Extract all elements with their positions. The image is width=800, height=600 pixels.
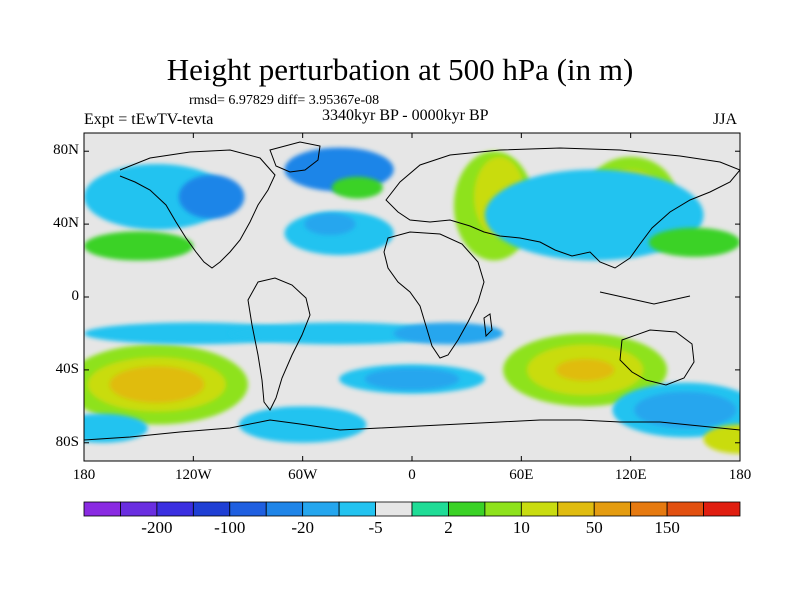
field-region-12: [555, 358, 615, 381]
colorbar-swatch-16: [666, 501, 704, 517]
lat-tick-label: 80N: [53, 142, 79, 159]
period-label: 3340kyr BP - 0000kyr BP: [322, 107, 489, 124]
colorbar-swatch-2: [156, 501, 194, 517]
colorbar-swatch-9: [411, 501, 449, 517]
colorbar-swatch-0: [83, 501, 121, 517]
lon-tick-label: 120E: [614, 467, 647, 483]
map-title: Height perturbation at 500 hPa (in m): [166, 52, 634, 87]
lat-tick-label: 0: [71, 288, 80, 304]
experiment-label: Expt = tEwTV-tevta: [84, 111, 214, 128]
colorbar-swatch-17: [703, 501, 741, 517]
field-region-22: [178, 174, 245, 219]
colorbar-tick-label: -5: [368, 518, 383, 537]
colorbar-swatch-3: [192, 501, 231, 517]
indonesia-outline: [599, 291, 691, 305]
lon-tick-label: 120W: [174, 467, 212, 483]
africa-outline: [383, 231, 485, 359]
lat-tick-label: 80S: [55, 433, 79, 450]
colorbar-swatch-1: [120, 501, 158, 517]
field-region-20: [484, 169, 704, 261]
field-region-9: [84, 413, 148, 443]
lat-tick-label: 40N: [53, 215, 79, 232]
colorbar-swatch-5: [265, 501, 304, 517]
field-region-2: [109, 366, 205, 403]
colorbar: [83, 501, 741, 517]
australia-outline: [619, 329, 695, 386]
continent-outlines: [84, 141, 740, 441]
field-region-27: [84, 231, 194, 261]
lon-tick-label: 180: [72, 467, 96, 483]
field-region-28: [648, 227, 740, 257]
field-region-7: [364, 368, 460, 390]
colorbar-swatch-6: [302, 501, 340, 517]
colorbar-swatch-7: [338, 501, 376, 517]
lon-tick-label: 0: [408, 467, 416, 483]
europe-asia-outline: [385, 147, 740, 269]
season-label: JJA: [713, 111, 738, 128]
colorbar-tick-label: 2: [444, 518, 453, 537]
colorbar-swatch-14: [593, 501, 632, 517]
south-america-outline: [247, 277, 311, 411]
field-region-5: [393, 322, 504, 345]
colorbar-tick-label: 10: [512, 518, 530, 537]
colorbar-swatch-4: [229, 501, 267, 517]
field-region-14: [634, 391, 737, 429]
field-region-15: [703, 424, 740, 454]
field-region-24: [304, 213, 356, 236]
colorbar-tick-label: -20: [291, 518, 314, 537]
madagascar-outline: [483, 313, 493, 338]
colorbar-tick-label: -100: [214, 518, 246, 537]
colorbar-tick-label: 50: [585, 518, 603, 537]
lon-tick-label: 180: [728, 467, 752, 483]
colorbar-tick-label: -200: [141, 518, 173, 537]
contour-field: [84, 147, 740, 454]
rmsd-diff-label: rmsd= 6.97829 diff= 3.95367e-08: [189, 93, 380, 108]
colorbar-tick-label: 150: [654, 518, 680, 537]
lon-tick-label: 60E: [509, 467, 534, 483]
colorbar-swatch-10: [448, 501, 486, 517]
colorbar-swatch-13: [557, 501, 595, 517]
colorbar-swatch-11: [484, 501, 522, 517]
field-region-4: [229, 322, 449, 345]
north-america-outline: [119, 149, 276, 269]
colorbar-swatch-8: [375, 501, 413, 517]
colorbar-swatch-12: [520, 501, 559, 517]
lat-tick-label: 40S: [55, 360, 79, 377]
greenland-outline: [269, 141, 321, 173]
antarctica-outline: [84, 419, 740, 441]
field-region-26: [331, 176, 383, 199]
map-axis-ticks: [83, 133, 741, 461]
lon-tick-label: 60W: [288, 467, 318, 483]
colorbar-swatch-15: [630, 501, 668, 517]
